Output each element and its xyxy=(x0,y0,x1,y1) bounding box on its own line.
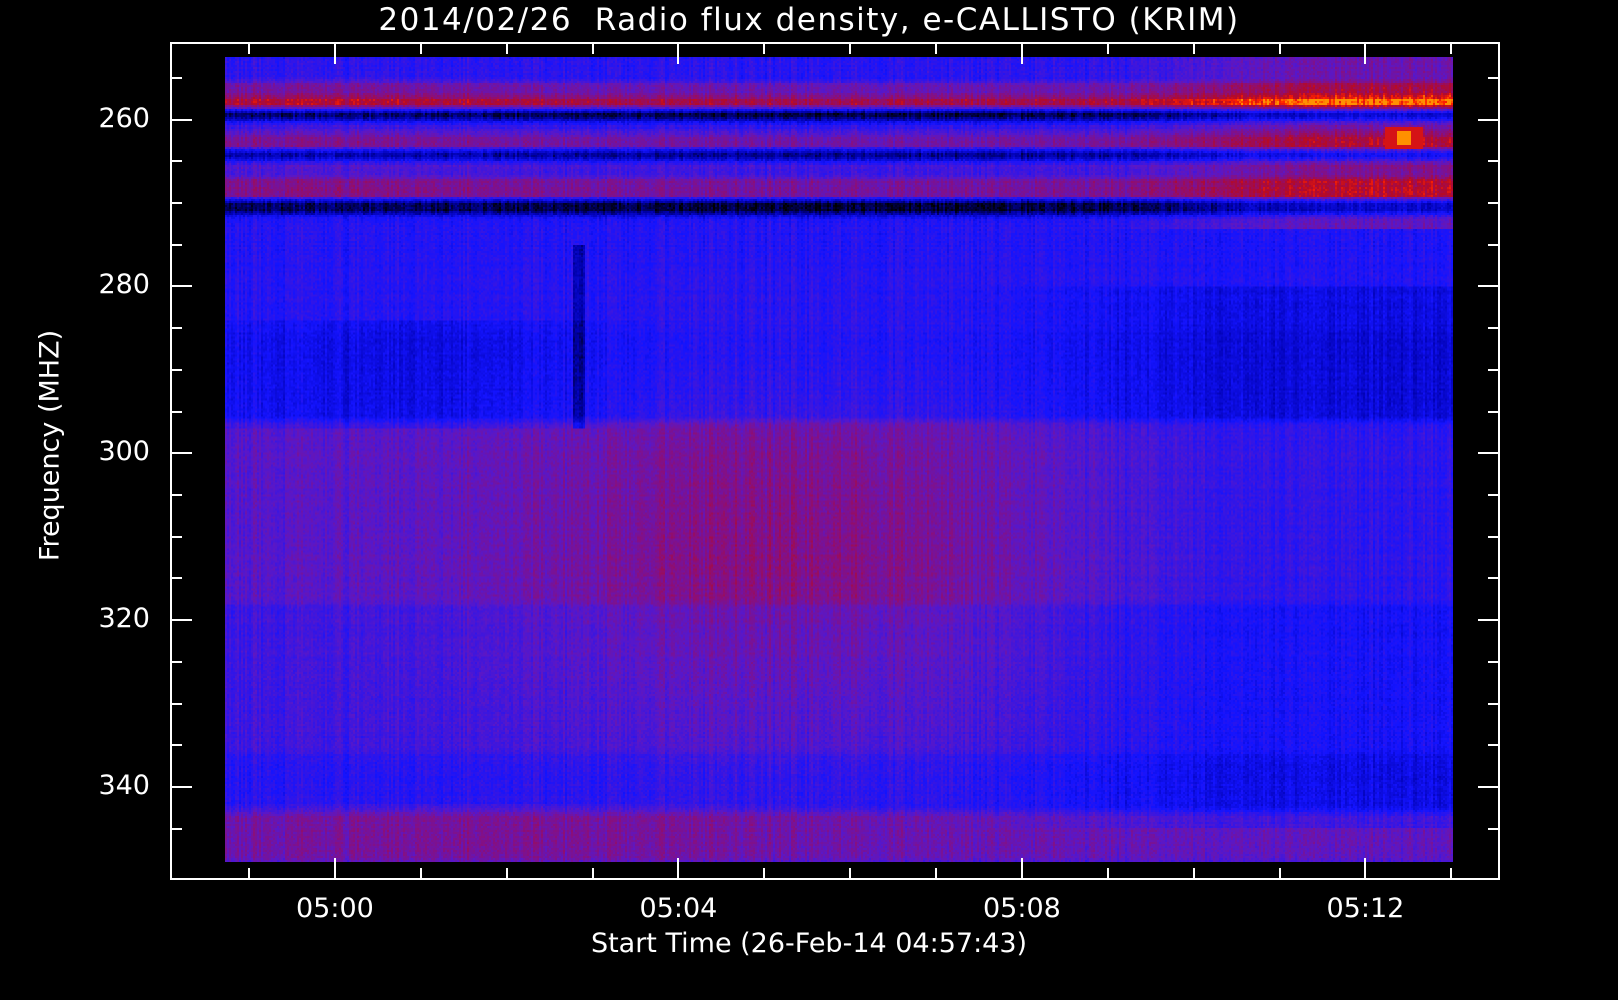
y-tick-major xyxy=(170,285,192,288)
x-tick-minor-top xyxy=(1450,42,1453,54)
x-tick-major xyxy=(1364,858,1367,880)
y-tick-minor-right xyxy=(1488,535,1500,538)
y-tick-label: 320 xyxy=(98,603,150,635)
y-axis-tick-labels: 260 280 300 320 340 xyxy=(20,0,150,1000)
y-tick-minor-right xyxy=(1488,493,1500,496)
y-tick-minor-right xyxy=(1488,744,1500,747)
y-tick-major-right xyxy=(1478,785,1500,788)
y-tick-minor-right xyxy=(1488,243,1500,246)
y-tick-minor xyxy=(170,327,182,330)
x-tick-minor-top xyxy=(1192,42,1195,54)
y-tick-minor-right xyxy=(1488,160,1500,163)
y-tick-minor-right xyxy=(1488,327,1500,330)
y-tick-minor-right xyxy=(1488,577,1500,580)
y-tick-minor-right xyxy=(1488,702,1500,705)
x-tick-minor xyxy=(419,868,422,880)
y-tick-minor-right xyxy=(1488,201,1500,204)
y-tick-label: 340 xyxy=(98,769,150,801)
y-tick-major-right xyxy=(1478,452,1500,455)
y-tick-minor xyxy=(170,744,182,747)
x-tick-label: 05:08 xyxy=(983,893,1061,924)
x-tick-minor xyxy=(763,868,766,880)
x-tick-minor-top xyxy=(763,42,766,54)
y-tick-label: 300 xyxy=(98,436,150,468)
y-axis-title: Frequency (MHZ) xyxy=(34,329,66,562)
y-tick-major xyxy=(170,118,192,121)
y-tick-major xyxy=(170,619,192,622)
y-tick-minor xyxy=(170,827,182,830)
spectrogram-canvas xyxy=(225,57,1453,862)
y-tick-major-right xyxy=(1478,619,1500,622)
y-tick-major-right xyxy=(1478,285,1500,288)
y-tick-major xyxy=(170,452,192,455)
x-tick-minor xyxy=(935,868,938,880)
x-axis-title: Start Time (26-Feb-14 04:57:43) xyxy=(590,928,1028,959)
x-axis-tick-labels: 05:00 05:04 05:08 05:12 xyxy=(0,893,1618,933)
spectrogram-data-area xyxy=(225,57,1453,862)
y-tick-minor-right xyxy=(1488,368,1500,371)
x-tick-minor-top xyxy=(505,42,508,54)
y-tick-minor xyxy=(170,243,182,246)
y-tick-minor xyxy=(170,577,182,580)
y-tick-minor xyxy=(170,410,182,413)
x-tick-minor xyxy=(1450,868,1453,880)
y-tick-minor xyxy=(170,493,182,496)
y-tick-minor-right xyxy=(1488,660,1500,663)
y-tick-minor-right xyxy=(1488,76,1500,79)
y-tick-minor xyxy=(170,660,182,663)
y-tick-major xyxy=(170,785,192,788)
y-tick-major-right xyxy=(1478,118,1500,121)
x-tick-minor xyxy=(505,868,508,880)
x-tick-minor-top xyxy=(935,42,938,54)
x-tick-major-top xyxy=(333,42,336,64)
y-tick-minor xyxy=(170,368,182,371)
x-tick-minor xyxy=(591,868,594,880)
y-tick-minor xyxy=(170,201,182,204)
x-tick-minor xyxy=(849,868,852,880)
y-tick-minor xyxy=(170,160,182,163)
x-tick-minor xyxy=(1106,868,1109,880)
x-tick-major xyxy=(1020,858,1023,880)
x-tick-label: 05:00 xyxy=(296,893,374,924)
x-tick-minor-top xyxy=(591,42,594,54)
x-tick-major xyxy=(677,858,680,880)
figure-title: 2014/02/26 Radio flux density, e-CALLIST… xyxy=(378,2,1240,38)
x-tick-minor-top xyxy=(248,42,251,54)
y-tick-minor-right xyxy=(1488,410,1500,413)
y-tick-label: 280 xyxy=(98,269,150,301)
x-tick-major xyxy=(333,858,336,880)
x-tick-label: 05:04 xyxy=(639,893,718,924)
x-tick-major-top xyxy=(1020,42,1023,64)
x-tick-major-top xyxy=(677,42,680,64)
y-tick-minor xyxy=(170,702,182,705)
x-tick-minor xyxy=(1192,868,1195,880)
x-tick-minor-top xyxy=(1278,42,1281,54)
x-tick-minor-top xyxy=(849,42,852,54)
x-tick-minor-top xyxy=(1106,42,1109,54)
plot-frame xyxy=(170,42,1500,880)
y-tick-minor-right xyxy=(1488,827,1500,830)
x-tick-label: 05:12 xyxy=(1326,893,1405,924)
x-tick-minor xyxy=(1278,868,1281,880)
x-tick-minor xyxy=(248,868,251,880)
y-tick-minor xyxy=(170,535,182,538)
y-tick-minor xyxy=(170,76,182,79)
x-tick-major-top xyxy=(1364,42,1367,64)
y-tick-label: 260 xyxy=(98,102,150,134)
x-tick-minor-top xyxy=(419,42,422,54)
